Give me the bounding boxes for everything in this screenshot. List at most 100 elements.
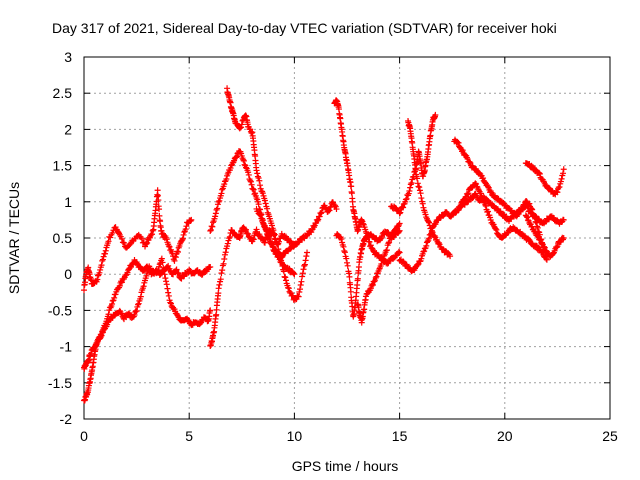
data-point	[212, 210, 219, 217]
x-axis-label: GPS time / hours	[292, 458, 399, 474]
data-point	[209, 223, 216, 230]
data-point	[369, 282, 376, 289]
data-point	[264, 228, 271, 235]
data-point	[397, 209, 404, 216]
data-point	[295, 239, 302, 246]
data-point	[372, 274, 379, 281]
data-point	[560, 166, 567, 173]
data-point	[179, 235, 186, 242]
data-point	[423, 242, 430, 249]
data-point	[526, 200, 533, 207]
data-point	[422, 211, 429, 218]
data-point	[384, 260, 391, 267]
series-track-k	[388, 111, 439, 217]
data-point	[261, 239, 268, 246]
data-point	[316, 213, 323, 220]
data-point	[137, 293, 144, 300]
x-tick-label: 5	[185, 428, 193, 444]
series-track-o	[451, 180, 550, 263]
data-point	[160, 267, 167, 274]
data-point	[428, 230, 435, 237]
chart-title: Day 317 of 2021, Sidereal Day-to-day VTE…	[52, 20, 557, 36]
series-track-d	[207, 224, 298, 349]
x-tick-labels: 0 5 10 15 20 25	[80, 428, 618, 444]
data-point	[523, 213, 530, 220]
data-point	[207, 227, 214, 234]
data-point	[247, 177, 254, 184]
data-point	[554, 243, 561, 250]
data-point	[420, 204, 427, 211]
data-point	[99, 257, 106, 264]
data-point	[98, 332, 105, 339]
data-point	[406, 187, 413, 194]
data-point	[254, 173, 261, 180]
data-point	[118, 279, 125, 286]
data-point	[302, 257, 309, 264]
data-point	[466, 159, 473, 166]
data-point	[135, 300, 142, 307]
data-point	[536, 170, 543, 177]
y-tick-label: 1	[64, 194, 72, 210]
data-point	[416, 184, 423, 191]
data-point	[360, 220, 367, 227]
data-point	[181, 229, 188, 236]
x-tick-label: 10	[287, 428, 303, 444]
y-tick-label: -0.5	[48, 302, 72, 318]
data-point	[88, 350, 95, 357]
data-point	[346, 273, 353, 280]
series-track-g	[253, 199, 340, 261]
data-point	[166, 243, 173, 250]
data-point	[175, 269, 182, 276]
data-point	[187, 217, 194, 224]
data-point	[165, 243, 172, 250]
data-point	[107, 234, 114, 241]
data-point	[111, 294, 118, 301]
data-point	[143, 240, 150, 247]
data-point	[133, 308, 140, 315]
data-point	[297, 282, 304, 289]
y-tick-label: 0	[64, 266, 72, 282]
data-point	[403, 195, 410, 202]
data-point	[250, 185, 257, 192]
data-point	[341, 249, 348, 256]
data-point	[215, 198, 222, 205]
data-point	[543, 255, 550, 262]
data-point	[224, 240, 231, 247]
data-point	[260, 192, 267, 199]
data-point	[281, 273, 288, 280]
data-point	[529, 206, 536, 213]
data-point	[262, 200, 269, 207]
data-point	[282, 277, 289, 284]
data-point	[159, 259, 166, 266]
data-point	[95, 272, 102, 279]
data-point	[301, 261, 308, 268]
data-point	[280, 268, 287, 275]
data-point	[371, 278, 378, 285]
data-point	[395, 228, 402, 235]
data-point	[343, 255, 350, 262]
data-point	[557, 178, 564, 185]
data-point	[295, 293, 302, 300]
data-point	[143, 272, 150, 279]
data-point	[318, 209, 325, 216]
data-point	[482, 201, 489, 208]
data-point	[269, 243, 276, 250]
data-point	[247, 178, 254, 185]
data-point	[447, 253, 454, 260]
y-tick-label: -1.5	[48, 375, 72, 391]
data-point	[154, 268, 161, 275]
data-point	[298, 278, 305, 285]
x-tick-label: 20	[497, 428, 513, 444]
data-point	[541, 243, 548, 250]
data-point	[118, 235, 125, 242]
data-point	[99, 256, 106, 263]
data-point	[299, 273, 306, 280]
data-point	[487, 188, 494, 195]
data-point	[529, 223, 536, 230]
data-point	[167, 299, 174, 306]
data-point	[484, 183, 491, 190]
data-point	[158, 255, 165, 262]
data-point	[154, 187, 161, 194]
data-point	[226, 235, 233, 242]
data-point	[173, 266, 180, 273]
